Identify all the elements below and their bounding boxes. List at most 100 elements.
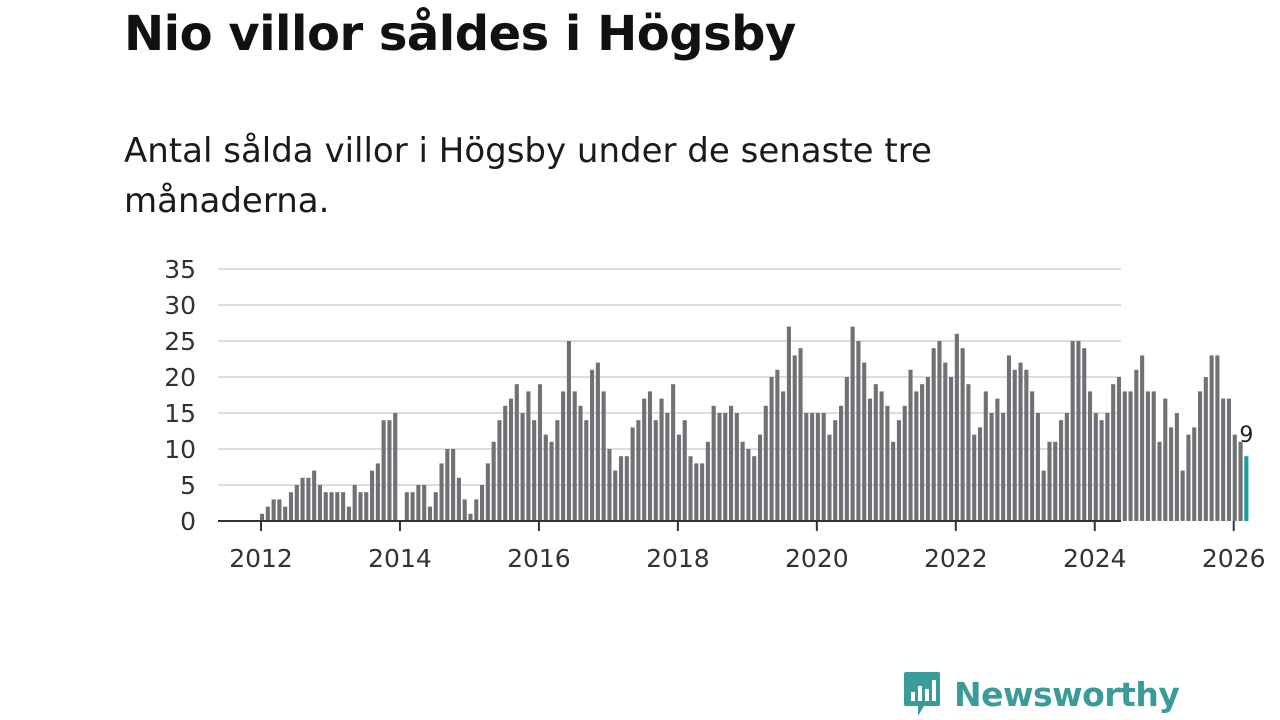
bar — [1232, 434, 1237, 521]
bar — [271, 499, 276, 521]
chart-title: Nio villor såldes i Högsby — [124, 6, 796, 62]
bar — [1018, 362, 1023, 521]
bars — [260, 326, 1249, 521]
bar — [1145, 391, 1150, 521]
bar — [954, 333, 959, 521]
bar — [966, 384, 971, 521]
bar — [346, 506, 351, 521]
bar — [798, 348, 803, 521]
bar — [601, 391, 606, 521]
bar — [404, 492, 409, 521]
bar — [914, 391, 919, 521]
x-tick-label: 2014 — [368, 544, 432, 573]
bar — [885, 405, 890, 521]
bar — [1035, 413, 1040, 521]
bar — [1111, 384, 1116, 521]
x-tick-label: 2012 — [229, 544, 293, 573]
bar — [665, 413, 670, 521]
y-tick-label: 20 — [164, 363, 196, 392]
bar — [1197, 391, 1203, 521]
gridlines — [218, 268, 1121, 486]
bar — [711, 405, 716, 521]
bar — [462, 499, 467, 521]
bar — [491, 441, 496, 521]
bar — [983, 391, 988, 521]
bar — [456, 477, 461, 521]
bar — [977, 427, 983, 521]
bar — [775, 369, 780, 521]
bar — [364, 492, 369, 521]
bar — [381, 420, 386, 521]
bar — [572, 391, 577, 521]
bar — [763, 405, 768, 521]
bar — [288, 492, 294, 521]
bar — [503, 405, 508, 521]
bar — [630, 427, 635, 521]
bar — [850, 326, 855, 521]
bar — [618, 456, 624, 521]
bar — [1093, 413, 1098, 521]
bar — [873, 384, 878, 521]
last-value-label: 9 — [1239, 423, 1253, 448]
bar — [422, 485, 427, 521]
bar — [972, 434, 977, 521]
bar — [682, 420, 687, 521]
bar — [595, 362, 600, 521]
bar — [1180, 470, 1185, 521]
bar — [549, 441, 554, 521]
bar — [468, 513, 473, 521]
bar — [1192, 427, 1197, 521]
bar-highlight — [1244, 456, 1249, 521]
bar — [317, 485, 322, 521]
y-tick-label: 35 — [164, 255, 196, 284]
bar — [879, 391, 884, 521]
bar — [676, 434, 681, 521]
bar — [543, 434, 548, 521]
bar — [943, 362, 948, 521]
bar — [1122, 391, 1127, 521]
bar — [1203, 377, 1208, 521]
bar — [810, 413, 815, 521]
bar — [480, 485, 485, 521]
chart-subtitle: Antal sålda villor i Högsby under de sen… — [124, 131, 932, 221]
bar — [769, 377, 774, 521]
bar — [1047, 441, 1052, 521]
bar — [642, 398, 647, 521]
bar — [827, 434, 832, 521]
bar — [1053, 441, 1058, 521]
bar — [578, 405, 583, 521]
bar — [856, 341, 861, 521]
bar — [323, 492, 328, 521]
bar — [352, 485, 357, 521]
bar — [584, 420, 589, 521]
bar — [1221, 398, 1226, 521]
bar — [439, 463, 444, 521]
bar — [717, 413, 722, 521]
bar — [734, 413, 739, 521]
x-tick-label: 2026 — [1202, 544, 1266, 573]
bar — [908, 369, 913, 521]
newsworthy-chart-icon — [904, 672, 940, 716]
bar — [1030, 391, 1035, 521]
bar — [607, 449, 612, 521]
bar — [925, 377, 930, 521]
bar — [387, 420, 392, 521]
bar — [833, 420, 838, 521]
y-tick-label: 0 — [180, 507, 196, 536]
bar — [862, 362, 867, 521]
bar — [532, 420, 537, 521]
bar — [485, 463, 490, 521]
bar — [792, 355, 797, 521]
bar — [590, 369, 595, 521]
bar — [995, 398, 1000, 521]
bar — [613, 470, 618, 521]
bar — [1070, 341, 1075, 521]
bar — [989, 413, 994, 521]
bar — [306, 477, 311, 521]
bar — [1215, 355, 1220, 521]
bar — [1001, 413, 1006, 521]
bar — [659, 398, 664, 521]
bar — [700, 463, 705, 521]
bar — [705, 441, 710, 521]
bar — [1105, 413, 1110, 521]
